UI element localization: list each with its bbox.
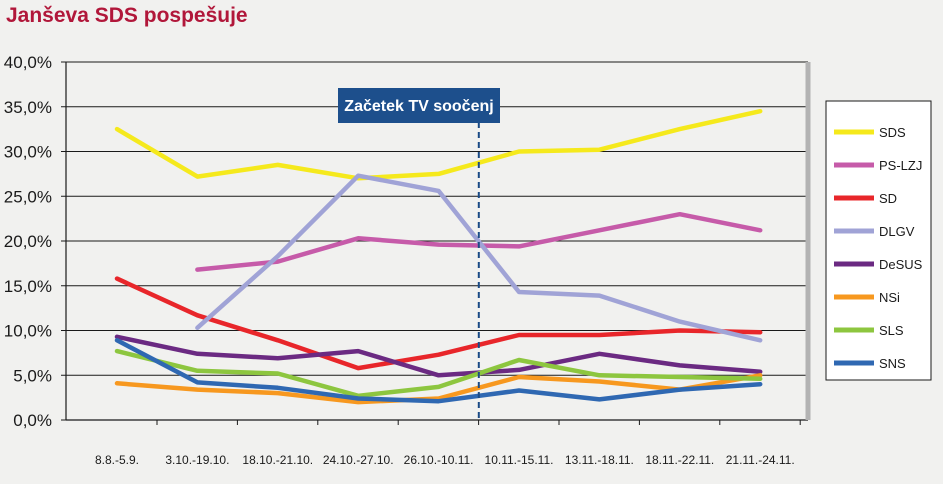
y-axis-labels: 0,0% 5,0% 10,0% 15,0% 20,0% 25,0% 30,0% 35,0% 40… xyxy=(4,53,52,430)
x-tick-label: 18.10.-21.10. xyxy=(242,453,313,467)
y-tick-label: 35,0% xyxy=(4,98,52,117)
y-tick-label: 20,0% xyxy=(4,232,52,251)
series-lines xyxy=(114,108,763,405)
x-tick-label: 18.11.-22.11. xyxy=(645,453,714,467)
x-tick-label: 24.10.-27.10. xyxy=(323,453,394,467)
y-tick-label: 5,0% xyxy=(13,366,52,385)
y-tick-label: 30,0% xyxy=(4,143,52,162)
series-line-dlgv xyxy=(195,173,763,343)
series-line-nsi xyxy=(114,373,763,405)
chart-title: Janševa SDS pospešuje xyxy=(6,4,248,27)
x-tick-label: 3.10.-19.10. xyxy=(165,453,229,467)
legend: SDS PS-LZJ SD DLGV DeSUS NSi SLS SNS xyxy=(825,100,932,381)
legend-label-sns: SNS xyxy=(879,356,906,371)
series-line-sls xyxy=(114,348,763,399)
x-axis-labels: 8.8.-5.9. 3.10.-19.10. 18.10.-21.10. 24.10.… xyxy=(95,453,795,467)
legend-label-nsi: NSi xyxy=(879,290,900,305)
annotation-label: Začetek TV soočenj xyxy=(344,98,493,115)
series-line-sns xyxy=(114,338,763,404)
x-tick-label: 10.11.-15.11. xyxy=(485,453,554,467)
legend-label-ps-lzj: PS-LZJ xyxy=(879,158,922,173)
annotation: Začetek TV soočenj xyxy=(338,88,500,420)
x-tick-label: 8.8.-5.9. xyxy=(95,453,139,467)
y-tick-label: 40,0% xyxy=(4,53,52,72)
y-tick-label: 0,0% xyxy=(13,411,52,430)
x-tick-label: 26.10.-10.11. xyxy=(404,453,474,467)
y-tick-label: 25,0% xyxy=(4,187,52,206)
y-tick-label: 10,0% xyxy=(4,322,52,341)
y-tick-label: 15,0% xyxy=(4,277,52,296)
legend-label-sls: SLS xyxy=(879,323,904,338)
series-line-desus xyxy=(114,334,763,378)
annotation-box xyxy=(338,88,500,123)
series-line-sds xyxy=(114,108,763,181)
legend-label-desus: DeSUS xyxy=(879,257,923,272)
series-line-sd xyxy=(114,276,763,371)
legend-label-dlgv: DLGV xyxy=(879,224,915,239)
legend-label-sd: SD xyxy=(879,191,897,206)
legend-box xyxy=(825,100,932,381)
x-tick-label: 13.11.-18.11. xyxy=(565,453,634,467)
x-tick-label: 21.11.-24.11. xyxy=(726,453,795,467)
legend-label-sds: SDS xyxy=(879,125,906,140)
axes xyxy=(61,61,811,425)
